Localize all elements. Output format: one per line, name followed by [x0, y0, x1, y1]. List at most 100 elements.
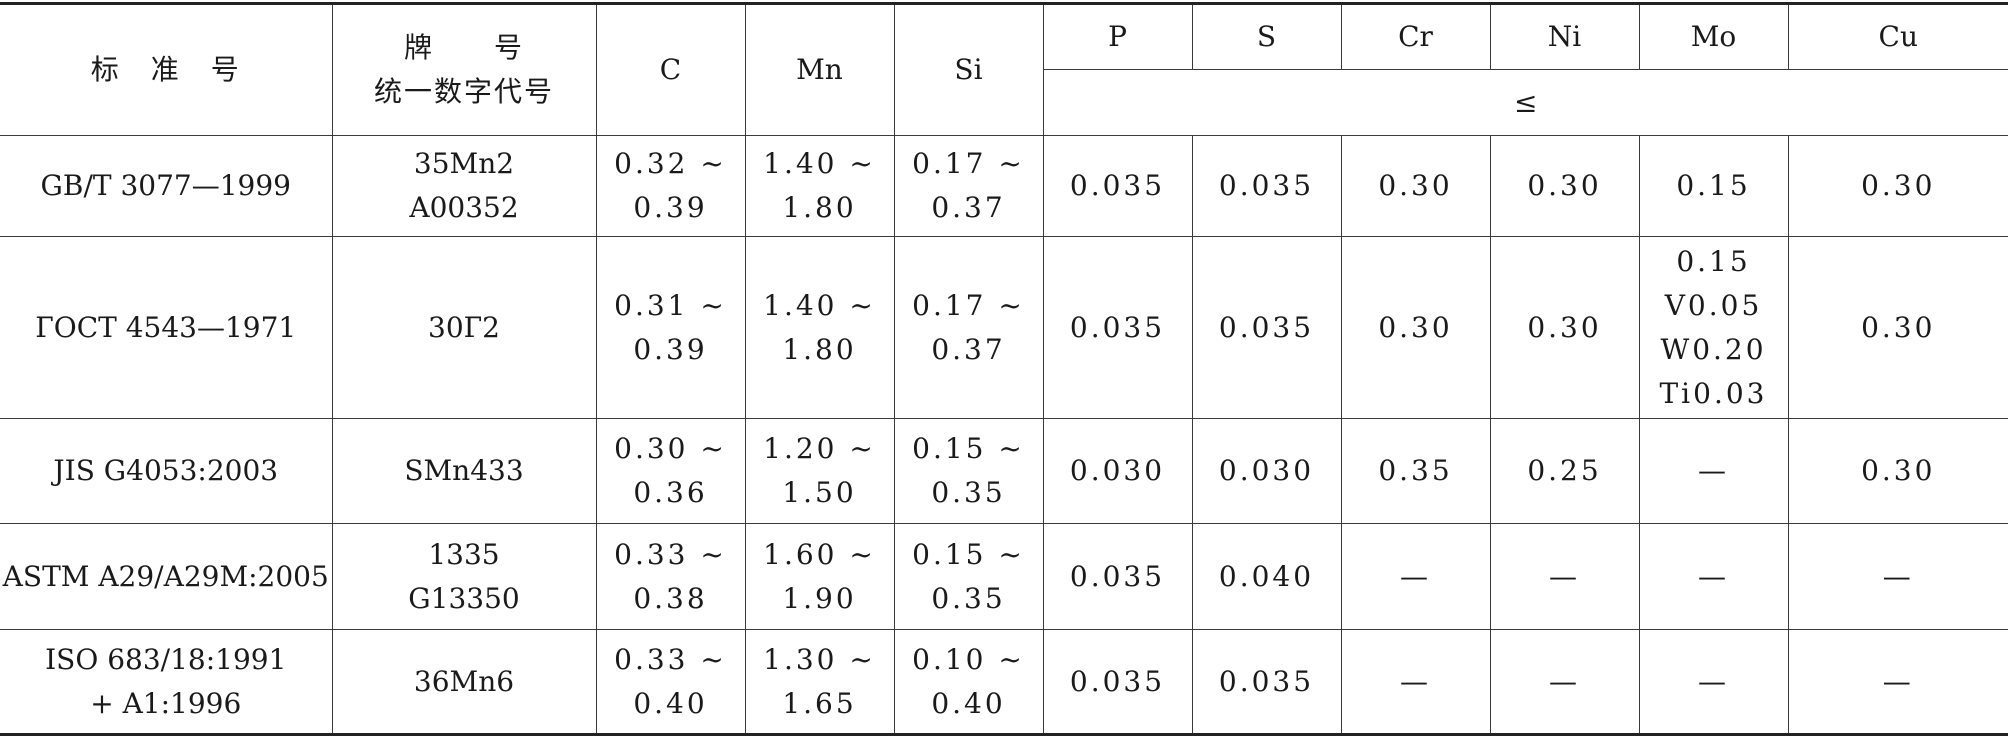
- header-grade-line1: 牌 号: [403, 31, 524, 64]
- cell-si: 0.17 ~ 0.37: [893, 135, 1044, 237]
- cell-line: 1.65: [782, 686, 857, 720]
- cell-cr: —: [1340, 629, 1491, 735]
- header-standard-no: 标 准 号: [0, 3, 333, 136]
- header-grade-line2: 统一数字代号: [373, 75, 554, 108]
- header-row-2: ≤: [0, 69, 2008, 136]
- cell-line: 1.40 ~: [763, 147, 876, 180]
- cell-line: —: [1698, 559, 1729, 593]
- cell-grade: 36Mn6: [331, 629, 597, 735]
- cell-line: 0.35: [931, 581, 1006, 615]
- cell-line: 0.33 ~: [614, 537, 727, 571]
- header-element-s: S: [1191, 3, 1342, 70]
- cell-line: —: [1698, 664, 1729, 698]
- cell-line: 0.30 ~: [614, 432, 727, 465]
- cell-c: 0.30 ~ 0.36: [595, 418, 746, 524]
- cell-line: 0.15: [1676, 244, 1751, 278]
- cell-line: 1.50: [782, 476, 857, 509]
- header-element-si: Si: [893, 3, 1044, 136]
- cell-c: 0.33 ~ 0.38: [595, 523, 746, 630]
- cell-line: 0.40: [633, 686, 708, 720]
- cell-s: 0.040: [1191, 523, 1342, 630]
- cell-mo: —: [1638, 418, 1789, 524]
- cell-line: + A1:1996: [90, 686, 242, 720]
- cell-mn: 1.40 ~ 1.80: [744, 236, 895, 419]
- cell-line: V0.05: [1664, 288, 1763, 322]
- cell-p: 0.035: [1042, 629, 1193, 735]
- cell-s: 0.035: [1191, 236, 1342, 419]
- cell-line: 1.30 ~: [763, 642, 876, 676]
- cell-line: 1335: [428, 537, 500, 571]
- cell-line: W0.20: [1660, 332, 1767, 366]
- table-row: ASTM A29/A29M:2005 1335 G13350 0.33 ~ 0.38 1.…: [0, 523, 2008, 630]
- cell-c: 0.32 ~ 0.39: [595, 135, 746, 237]
- table-row: JIS G4053:2003 SMn433 0.30 ~ 0.36 1.20 ~ 1.50…: [0, 418, 2008, 524]
- cell-si: 0.10 ~ 0.40: [893, 629, 1044, 735]
- header-element-cr: Cr: [1340, 3, 1491, 70]
- cell-cr: 0.30: [1340, 236, 1491, 419]
- cell-cu: —: [1787, 523, 2008, 630]
- header-element-mo: Mo: [1638, 3, 1789, 70]
- cell-standard: GB/T 3077—1999: [0, 135, 333, 237]
- cell-line: GB/T 3077—1999: [40, 169, 291, 202]
- cell-line: —: [1698, 454, 1729, 487]
- cell-cu: 0.30: [1787, 236, 2008, 419]
- cell-c: 0.33 ~ 0.40: [595, 629, 746, 735]
- cell-mn: 1.20 ~ 1.50: [744, 418, 895, 524]
- header-element-p: P: [1042, 3, 1193, 70]
- cell-line: 0.39: [633, 191, 708, 224]
- cell-standard: ISO 683/18:1991 + A1:1996: [0, 629, 333, 735]
- cell-grade: 30Г2: [331, 236, 597, 419]
- cell-line: 1.80: [782, 332, 857, 366]
- cell-line: Ti0.03: [1659, 376, 1768, 410]
- cell-line: 0.15: [1676, 169, 1751, 202]
- header-element-c: C: [595, 3, 746, 136]
- cell-line: 1.60 ~: [763, 537, 876, 571]
- cell-cr: —: [1340, 523, 1491, 630]
- cell-line: 0.31 ~: [614, 288, 727, 322]
- cell-cu: 0.30: [1787, 135, 2008, 237]
- cell-line: 0.32 ~: [614, 147, 727, 180]
- cell-mo: 0.15: [1638, 135, 1789, 237]
- cell-s: 0.035: [1191, 629, 1342, 735]
- cell-grade: SMn433: [331, 418, 597, 524]
- cell-line: A00352: [409, 191, 519, 224]
- cell-p: 0.035: [1042, 236, 1193, 419]
- cell-cr: 0.35: [1340, 418, 1491, 524]
- cell-ni: 0.30: [1489, 135, 1640, 237]
- cell-cu: —: [1787, 629, 2008, 735]
- cell-si: 0.15 ~ 0.35: [893, 523, 1044, 630]
- cell-line: 1.90: [782, 581, 857, 615]
- cell-mn: 1.40 ~ 1.80: [744, 135, 895, 237]
- cell-line: 0.15 ~: [912, 432, 1025, 465]
- cell-p: 0.035: [1042, 523, 1193, 630]
- cell-ni: —: [1489, 629, 1640, 735]
- cell-line: 0.10 ~: [912, 642, 1025, 676]
- cell-ni: 0.25: [1489, 418, 1640, 524]
- cell-line: 0.17 ~: [912, 147, 1025, 180]
- cell-line: 0.40: [931, 686, 1006, 720]
- header-row-1: 标 准 号 牌 号 统一数字代号 C Mn Si P S Cr Ni Mo Cu: [0, 3, 2008, 136]
- cell-line: 1.40 ~: [763, 288, 876, 322]
- cell-line: 0.15 ~: [912, 537, 1025, 571]
- header-max-symbol: ≤: [1043, 69, 2008, 136]
- cell-mo: —: [1638, 523, 1789, 630]
- header-element-ni: Ni: [1489, 3, 1640, 70]
- cell-line: 36Mn6: [413, 664, 515, 698]
- cell-line: 1.20 ~: [763, 432, 876, 465]
- cell-mn: 1.60 ~ 1.90: [744, 523, 895, 630]
- cell-line: 0.35: [931, 476, 1006, 509]
- table-body: 标 准 号 牌 号 统一数字代号 C Mn Si P S Cr Ni Mo Cu…: [0, 3, 2008, 735]
- cell-line: 0.39: [633, 332, 708, 366]
- cell-p: 0.035: [1042, 135, 1193, 237]
- cell-line: 1.80: [782, 191, 857, 224]
- header-element-cu: Cu: [1787, 3, 2008, 70]
- cell-c: 0.31 ~ 0.39: [595, 236, 746, 419]
- cell-mn: 1.30 ~ 1.65: [744, 629, 895, 735]
- table-row: ГОСТ 4543—1971 30Г2 0.31 ~ 0.39 1.40 ~ 1.80 0.…: [0, 236, 2008, 419]
- table-row: ISO 683/18:1991 + A1:1996 36Mn6 0.33 ~ 0.40 1…: [0, 629, 2008, 735]
- cell-cr: 0.30: [1340, 135, 1491, 237]
- cell-ni: 0.30: [1489, 236, 1640, 419]
- cell-line: 0.37: [931, 332, 1006, 366]
- cell-standard: JIS G4053:2003: [0, 418, 333, 524]
